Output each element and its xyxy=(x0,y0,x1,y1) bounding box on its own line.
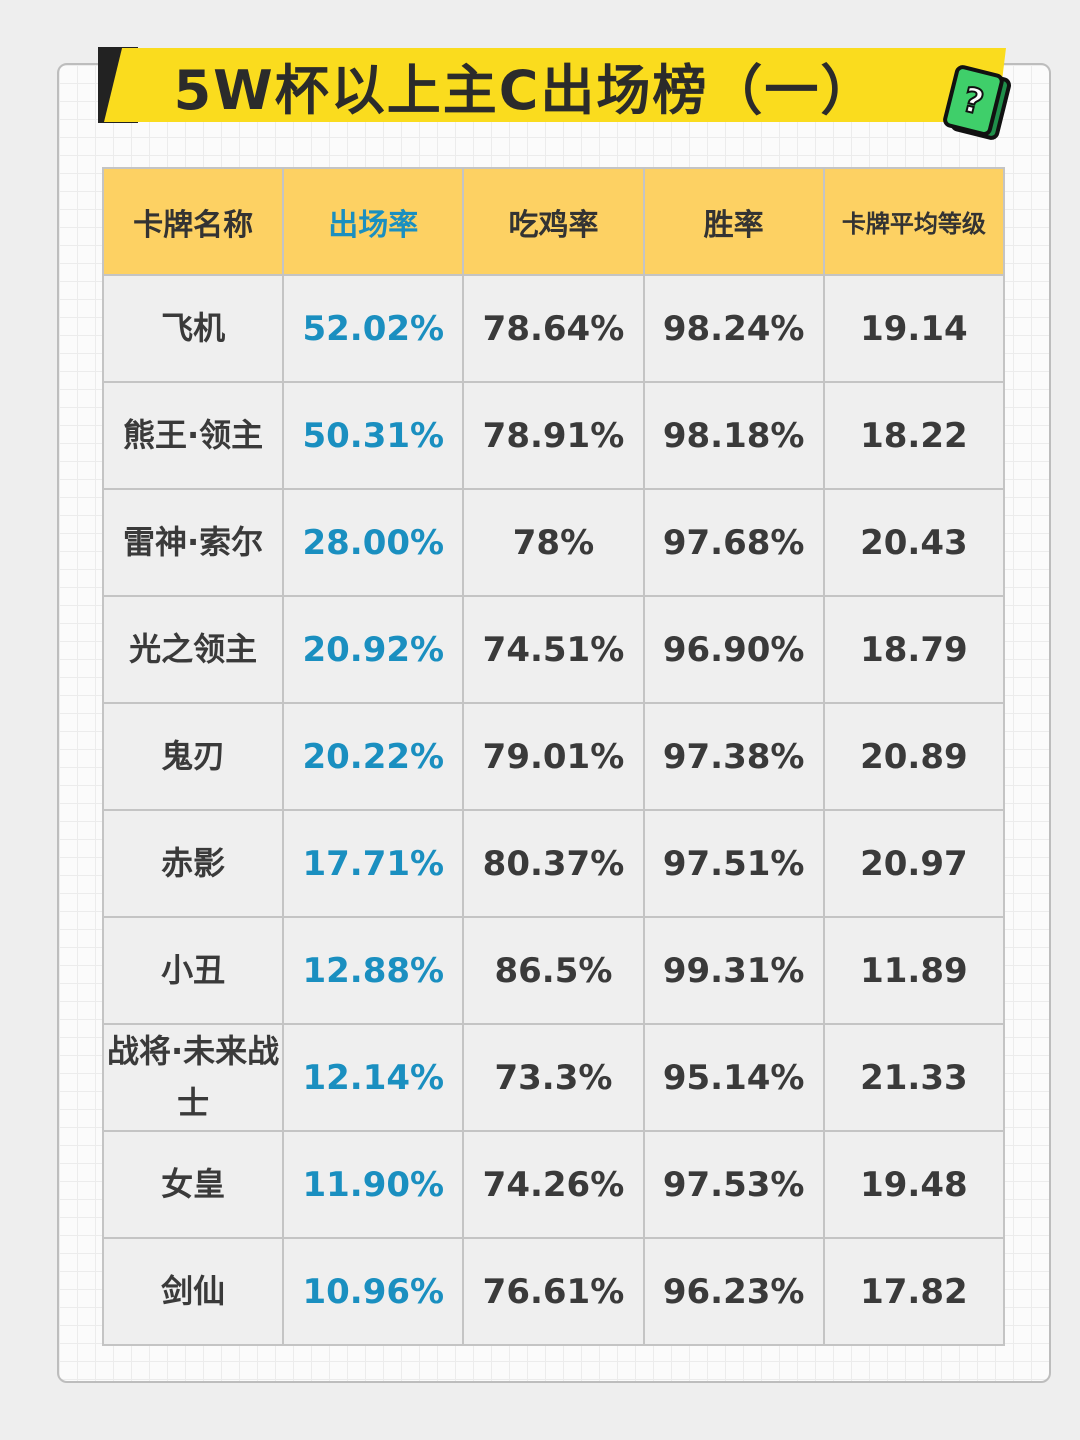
avg-level-cell: 20.43 xyxy=(822,488,1006,597)
column-header: 卡牌平均等级 xyxy=(822,167,1006,276)
appearance-rate-cell: 11.90% xyxy=(282,1130,465,1239)
appearance-rate-cell: 10.96% xyxy=(282,1237,465,1346)
table-header-row: 卡牌名称 出场率 吃鸡率 胜率 卡牌平均等级 xyxy=(101,167,1006,276)
title-banner: 5W杯以上主C出场榜（一） xyxy=(104,48,1006,122)
table-row: 赤影 17.71% 80.37% 97.51% 20.97 xyxy=(101,809,1006,918)
card-name-cell: 赤影 xyxy=(101,809,285,918)
win-rate-cell: 96.23% xyxy=(642,1237,825,1346)
table-row: 雷神·索尔 28.00% 78% 97.68% 20.43 xyxy=(101,488,1006,597)
appearance-rate-cell: 20.92% xyxy=(282,595,465,704)
table-row: 小丑 12.88% 86.5% 99.31% 11.89 xyxy=(101,916,1006,1025)
card-name-cell: 女皇 xyxy=(101,1130,285,1239)
win-rate-cell: 97.51% xyxy=(642,809,825,918)
table-row: 飞机 52.02% 78.64% 98.24% 19.14 xyxy=(101,274,1006,383)
win-rate-cell: 96.90% xyxy=(642,595,825,704)
top1-rate-cell: 80.37% xyxy=(462,809,645,918)
column-header: 出场率 xyxy=(282,167,465,276)
table-row: 女皇 11.90% 74.26% 97.53% 19.48 xyxy=(101,1130,1006,1239)
card-name-cell: 鬼刃 xyxy=(101,702,285,811)
card-name-cell: 战将·未来战士 xyxy=(101,1023,285,1132)
table-row: 战将·未来战士 12.14% 73.3% 95.14% 21.33 xyxy=(101,1023,1006,1132)
top1-rate-cell: 76.61% xyxy=(462,1237,645,1346)
appearance-rate-cell: 12.88% xyxy=(282,916,465,1025)
appearance-rate-cell: 17.71% xyxy=(282,809,465,918)
card-name-cell: 飞机 xyxy=(101,274,285,383)
top1-rate-cell: 74.51% xyxy=(462,595,645,704)
table-row: 光之领主 20.92% 74.51% 96.90% 18.79 xyxy=(101,595,1006,704)
stats-table: 卡牌名称 出场率 吃鸡率 胜率 卡牌平均等级 飞机 52.02% 78.64% 98.24% 1… xyxy=(101,167,1006,1346)
avg-level-cell: 19.14 xyxy=(822,274,1006,383)
avg-level-cell: 18.79 xyxy=(822,595,1006,704)
avg-level-cell: 11.89 xyxy=(822,916,1006,1025)
top1-rate-cell: 78% xyxy=(462,488,645,597)
win-rate-cell: 97.53% xyxy=(642,1130,825,1239)
appearance-rate-cell: 28.00% xyxy=(282,488,465,597)
top1-rate-cell: 74.26% xyxy=(462,1130,645,1239)
avg-level-cell: 21.33 xyxy=(822,1023,1006,1132)
avg-level-cell: 17.82 xyxy=(822,1237,1006,1346)
card-name-cell: 雷神·索尔 xyxy=(101,488,285,597)
appearance-rate-cell: 50.31% xyxy=(282,381,465,490)
top1-rate-cell: 86.5% xyxy=(462,916,645,1025)
win-rate-cell: 98.24% xyxy=(642,274,825,383)
card-name-cell: 剑仙 xyxy=(101,1237,285,1346)
table-row: 熊王·领主 50.31% 78.91% 98.18% 18.22 xyxy=(101,381,1006,490)
appearance-rate-cell: 52.02% xyxy=(282,274,465,383)
card-name-cell: 熊王·领主 xyxy=(101,381,285,490)
win-rate-cell: 97.68% xyxy=(642,488,825,597)
table-row: 鬼刃 20.22% 79.01% 97.38% 20.89 xyxy=(101,702,1006,811)
column-header: 吃鸡率 xyxy=(462,167,645,276)
column-header: 胜率 xyxy=(642,167,825,276)
avg-level-cell: 18.22 xyxy=(822,381,1006,490)
win-rate-cell: 99.31% xyxy=(642,916,825,1025)
win-rate-cell: 95.14% xyxy=(642,1023,825,1132)
win-rate-cell: 98.18% xyxy=(642,381,825,490)
top1-rate-cell: 78.91% xyxy=(462,381,645,490)
top1-rate-cell: 78.64% xyxy=(462,274,645,383)
mystery-card-icon: ? xyxy=(943,65,1011,140)
avg-level-cell: 19.48 xyxy=(822,1130,1006,1239)
appearance-rate-cell: 12.14% xyxy=(282,1023,465,1132)
card-name-cell: 光之领主 xyxy=(101,595,285,704)
top1-rate-cell: 73.3% xyxy=(462,1023,645,1132)
win-rate-cell: 97.38% xyxy=(642,702,825,811)
avg-level-cell: 20.89 xyxy=(822,702,1006,811)
card-name-cell: 小丑 xyxy=(101,916,285,1025)
appearance-rate-cell: 20.22% xyxy=(282,702,465,811)
top1-rate-cell: 79.01% xyxy=(462,702,645,811)
avg-level-cell: 20.97 xyxy=(822,809,1006,918)
table-row: 剑仙 10.96% 76.61% 96.23% 17.82 xyxy=(101,1237,1006,1346)
page-title: 5W杯以上主C出场榜（一） xyxy=(173,58,877,122)
column-header: 卡牌名称 xyxy=(101,167,285,276)
